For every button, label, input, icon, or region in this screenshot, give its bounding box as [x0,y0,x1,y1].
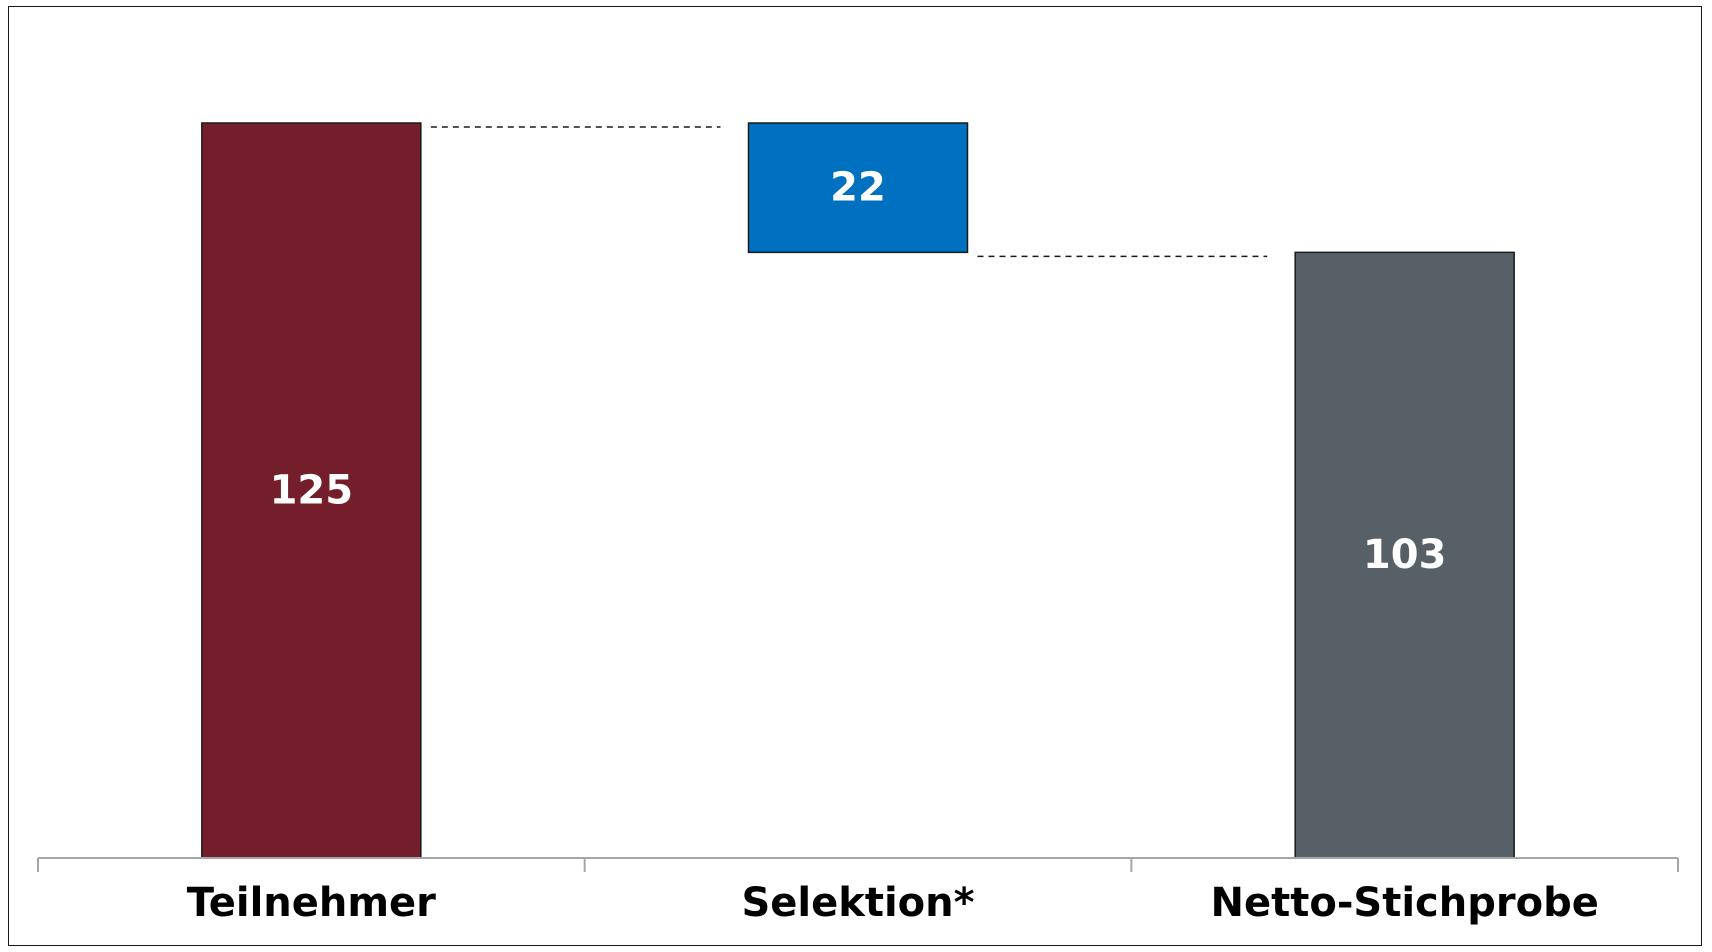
bar-selektion [747,122,969,254]
data-label-netto-stichprobe: 103 [1363,532,1447,578]
category-label-teilnehmer: Teilnehmer [187,880,436,926]
bar-netto-stichprobe [1294,251,1515,859]
data-label-teilnehmer: 125 [270,468,354,514]
bar-teilnehmer [201,122,422,859]
labels-group: 125 Teilnehmer 22 Selektion* 103 Netto-Stichp… [187,165,1599,926]
bars-group [201,122,1515,859]
connector-lines [430,126,1268,258]
category-label-selektion: Selektion* [741,880,974,926]
x-axis [37,857,1679,872]
data-label-selektion: 22 [830,165,886,211]
category-label-netto-stichprobe: Netto-Stichprobe [1210,880,1598,926]
